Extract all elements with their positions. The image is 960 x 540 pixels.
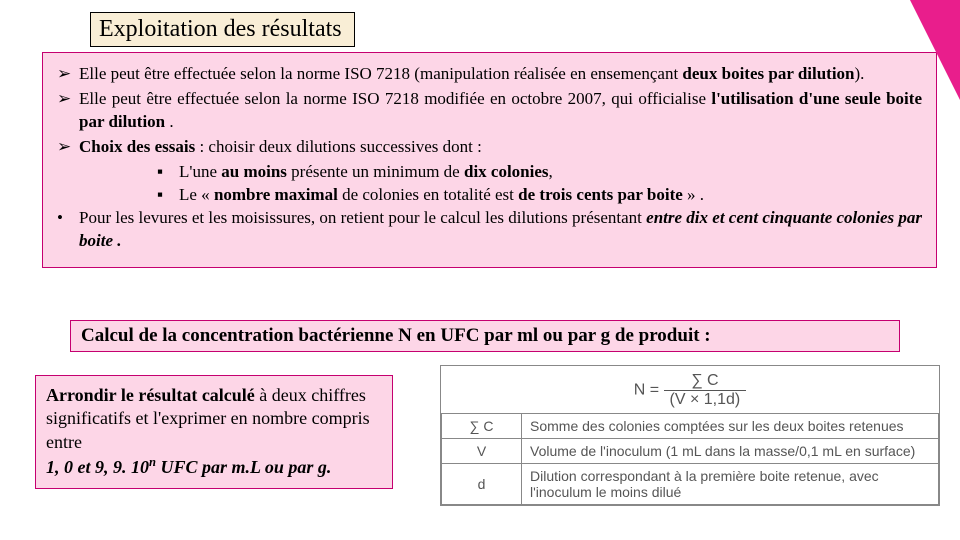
title-box: Exploitation des résultats [90,12,355,47]
square-icon: ▪ [157,184,179,207]
text: Elle peut être effectuée selon la norme … [79,89,711,108]
formula-table: ∑ C Somme des colonies comptées sur les … [441,413,939,505]
text: Elle peut être effectuée selon la norme … [79,64,682,83]
calc-heading: Calcul de la concentration bactérienne N… [81,325,711,346]
text: de colonies en totalité est [338,185,518,204]
page-title: Exploitation des résultats [99,16,342,42]
chevron-icon: ➢ [57,63,79,86]
bullet-2: ➢ Elle peut être effectuée selon la norm… [57,88,922,134]
sym-cell: d [442,464,522,505]
text-bold: Arrondir le résultat calculé [46,385,255,405]
text-bold: nombre maximal [214,185,338,204]
desc-cell: Somme des colonies comptées sur les deux… [522,414,939,439]
bullet-4-text: Pour les levures et les moisissures, on … [79,207,922,253]
text: : choisir deux dilutions successives don… [195,137,482,156]
text-bold: de trois cents par boite [518,185,683,204]
bullet-1-text: Elle peut être effectuée selon la norme … [79,63,922,86]
square-icon: ▪ [157,161,179,184]
text-bold: au moins [221,162,287,181]
text: . [165,112,174,131]
text-bold: deux boites par dilution [682,64,854,83]
text: Pour les levures et les moisissures, on … [79,208,646,227]
dot-icon: • [57,207,79,253]
text-bold: dix colonies [464,162,549,181]
rounding-box: Arrondir le résultat calculé à deux chif… [35,375,393,489]
sub-1: ▪ L'une au moins présente un minimum de … [157,161,922,184]
sub-2-text: Le « nombre maximal de colonies en total… [179,184,704,207]
calc-heading-box: Calcul de la concentration bactérienne N… [70,320,900,352]
chevron-icon: ➢ [57,136,79,159]
text: , [549,162,553,181]
chevron-icon: ➢ [57,88,79,134]
text: ). [855,64,865,83]
eq-lhs: N = [634,382,664,399]
round-line2: 1, 0 et 9, 9. 10n UFC par m.L ou par g. [46,457,331,477]
text-sup: n [149,455,156,469]
eq-numerator: ∑ C [664,372,747,391]
sub-1-text: L'une au moins présente un minimum de di… [179,161,553,184]
table-row: ∑ C Somme des colonies comptées sur les … [442,414,939,439]
formula-equation: N = ∑ C (V × 1,1d) [441,366,939,413]
text: UFC par m.L ou par g. [156,457,331,477]
sub-2: ▪ Le « nombre maximal de colonies en tot… [157,184,922,207]
round-line1: Arrondir le résultat calculé à deux chif… [46,385,370,452]
sublist: ▪ L'une au moins présente un minimum de … [157,161,922,207]
bullet-3: ➢ Choix des essais : choisir deux diluti… [57,136,922,159]
table-row: V Volume de l'inoculum (1 mL dans la mas… [442,439,939,464]
bullet-2-text: Elle peut être effectuée selon la norme … [79,88,922,134]
text: présente un minimum de [287,162,464,181]
text: L'une [179,162,221,181]
main-content: ➢ Elle peut être effectuée selon la norm… [42,52,937,268]
eq-denominator: (V × 1,1d) [664,391,747,409]
text: 1, 0 et 9, 9. 10 [46,457,149,477]
formula-box: N = ∑ C (V × 1,1d) ∑ C Somme des colonie… [440,365,940,506]
bullet-3-text: Choix des essais : choisir deux dilution… [79,136,922,159]
text-bold: Choix des essais [79,137,195,156]
bullet-4: • Pour les levures et les moisissures, o… [57,207,922,253]
text: Le « [179,185,214,204]
text: » . [683,185,704,204]
desc-cell: Volume de l'inoculum (1 mL dans la masse… [522,439,939,464]
fraction: ∑ C (V × 1,1d) [664,372,747,409]
bullet-1: ➢ Elle peut être effectuée selon la norm… [57,63,922,86]
sym-cell: V [442,439,522,464]
corner-decoration [910,0,960,100]
desc-cell: Dilution correspondant à la première boi… [522,464,939,505]
sym-cell: ∑ C [442,414,522,439]
table-row: d Dilution correspondant à la première b… [442,464,939,505]
